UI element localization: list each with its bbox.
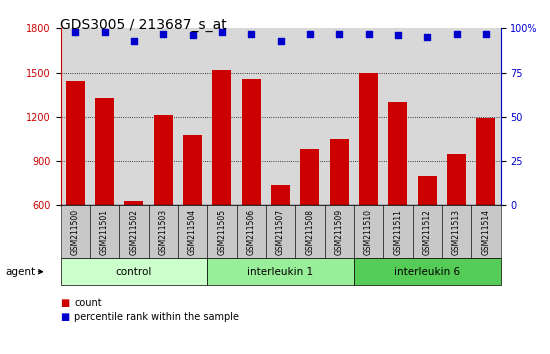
Point (452, 31, 461, 36)
Bar (359, 73, 378, 205)
Text: GSM211509: GSM211509 (334, 209, 344, 255)
Point (100, 29, 109, 35)
Point (481, 31, 490, 36)
Point (217, 29, 226, 35)
Text: count: count (74, 298, 102, 308)
Text: interleukin 1: interleukin 1 (248, 267, 314, 277)
Text: GSM211511: GSM211511 (393, 209, 403, 255)
Text: ■: ■ (60, 312, 70, 322)
Point (335, 31, 344, 36)
Point (423, 34, 432, 40)
Point (364, 31, 373, 36)
Text: GSM211500: GSM211500 (70, 209, 80, 255)
Text: GSM211514: GSM211514 (481, 209, 491, 255)
Text: GSM211503: GSM211503 (158, 209, 168, 255)
Bar (153, 115, 173, 205)
Bar (95, 98, 114, 205)
Text: agent: agent (6, 267, 36, 277)
Text: GSM211505: GSM211505 (217, 209, 227, 255)
Point (129, 38, 138, 44)
Bar (417, 176, 437, 205)
Point (188, 33, 197, 38)
Point (247, 31, 256, 36)
Bar (329, 139, 349, 205)
Text: GDS3005 / 213687_s_at: GDS3005 / 213687_s_at (60, 18, 227, 32)
Bar (271, 185, 290, 205)
Text: GSM211502: GSM211502 (129, 209, 139, 255)
Text: GSM211508: GSM211508 (305, 209, 315, 255)
Text: ■: ■ (60, 298, 70, 308)
Bar (124, 201, 144, 205)
Text: GSM211513: GSM211513 (452, 209, 461, 255)
Point (159, 31, 168, 36)
Bar (300, 149, 320, 205)
Text: GSM211512: GSM211512 (422, 209, 432, 255)
Point (71, 29, 80, 35)
Bar (388, 102, 408, 205)
Point (393, 33, 402, 38)
Bar (183, 135, 202, 205)
Bar (241, 79, 261, 205)
Text: percentile rank within the sample: percentile rank within the sample (74, 312, 239, 322)
Bar (476, 118, 496, 205)
Text: GSM211506: GSM211506 (246, 209, 256, 255)
Text: GSM211501: GSM211501 (100, 209, 109, 255)
Text: control: control (116, 267, 152, 277)
Bar (212, 70, 232, 205)
Text: interleukin 6: interleukin 6 (394, 267, 460, 277)
Text: GSM211504: GSM211504 (188, 209, 197, 255)
Point (276, 38, 285, 44)
Text: GSM211510: GSM211510 (364, 209, 373, 255)
Bar (447, 154, 466, 205)
Text: GSM211507: GSM211507 (276, 209, 285, 255)
Bar (65, 81, 85, 205)
Point (305, 31, 314, 36)
